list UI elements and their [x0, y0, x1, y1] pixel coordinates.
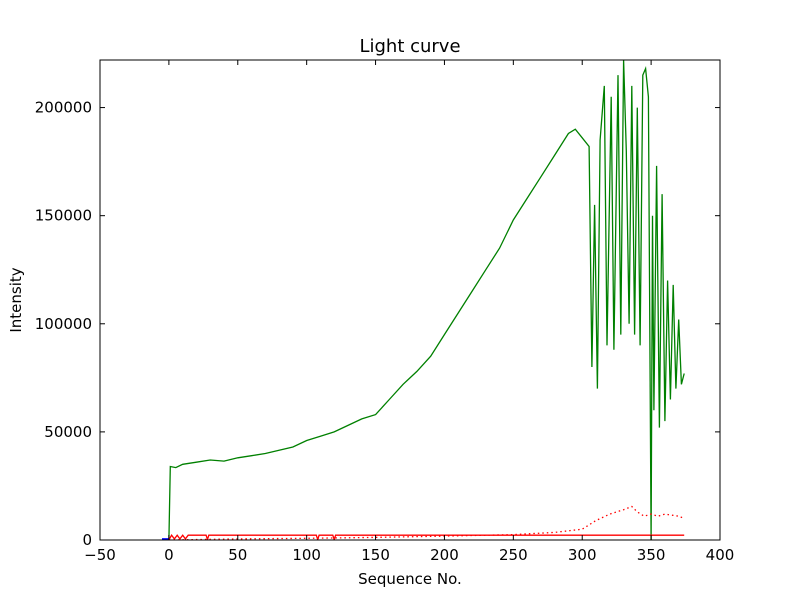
y-tick-label: 200000 [35, 99, 92, 117]
x-tick-label: 300 [568, 546, 597, 564]
y-tick-label: 150000 [35, 207, 92, 225]
x-tick-label: 250 [499, 546, 528, 564]
x-tick-label: 0 [164, 546, 174, 564]
x-tick-label: 50 [228, 546, 247, 564]
x-axis-label: Sequence No. [358, 570, 462, 588]
y-tick-label: 100000 [35, 315, 92, 333]
x-tick-label: 400 [706, 546, 735, 564]
x-tick-label: 150 [361, 546, 390, 564]
chart-title: Light curve [359, 36, 460, 57]
x-tick-label: −50 [84, 546, 116, 564]
series-line-2 [168, 534, 685, 540]
plot-frame [99, 59, 721, 541]
x-tick-label: 200 [430, 546, 459, 564]
y-tick-label: 0 [82, 531, 92, 549]
x-tick-label: 100 [292, 546, 321, 564]
series-line-0 [168, 60, 685, 540]
y-tick-label: 50000 [44, 423, 92, 441]
x-tick-label: 350 [637, 546, 666, 564]
y-axis-label: Intensity [7, 267, 25, 332]
